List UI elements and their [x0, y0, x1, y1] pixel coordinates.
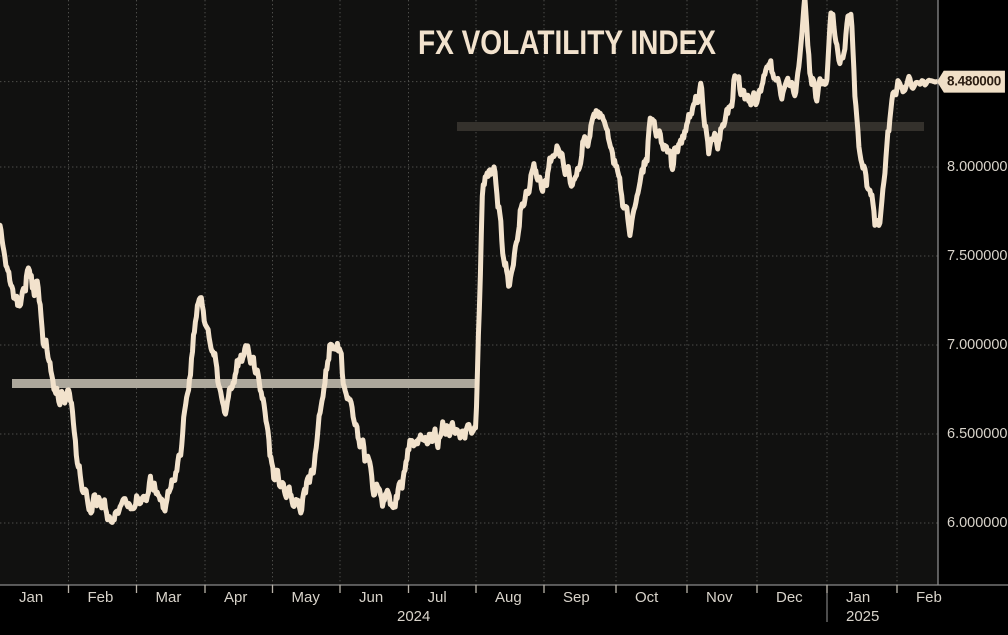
svg-text:FX VOLATILITY INDEX: FX VOLATILITY INDEX [418, 24, 716, 62]
